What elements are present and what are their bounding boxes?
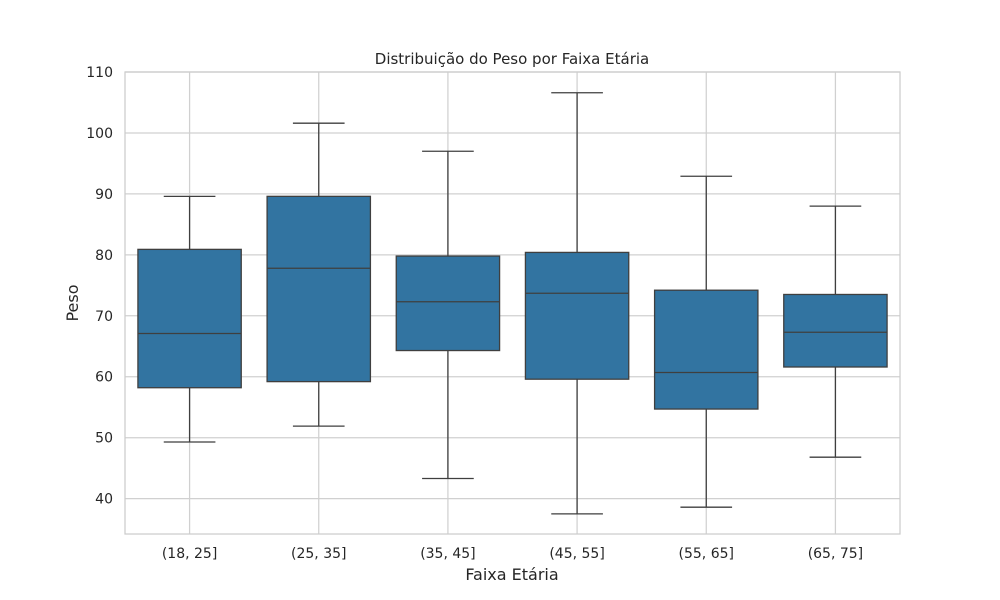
box-iqr [137,248,242,389]
box-group [524,92,630,515]
box-group [783,205,888,458]
box-layer [137,92,888,515]
y-tick-label: 110 [86,65,113,81]
y-tick-label: 70 [95,309,113,325]
y-tick-label: 60 [95,370,113,386]
x-tick-label: (18, 25] [162,546,217,562]
y-tick-label: 90 [95,187,113,203]
x-tick-labels: (18, 25] (25, 35] (35, 45] (45, 55] (55, 65]… [162,546,863,562]
box-iqr [653,289,759,410]
box-group [266,122,372,427]
x-tick-label: (45, 55] [549,546,604,562]
box-group [395,150,501,480]
y-tick-labels: 40 50 60 70 80 90 100 110 [86,65,113,508]
y-axis-title: Peso [63,284,82,321]
x-axis-title: Faixa Etária [465,565,558,584]
box-iqr [783,293,888,368]
plot-frame [124,71,901,535]
x-tick-label: (55, 65] [679,546,734,562]
x-tick-label: (35, 45] [420,546,475,562]
y-tick-label: 40 [95,492,113,508]
x-tick-label: (25, 35] [291,546,346,562]
box-iqr [395,255,501,352]
box-group [137,195,242,443]
x-tick-label: (65, 75] [808,546,863,562]
chart-title: Distribuição do Peso por Faixa Etária [375,50,649,68]
box-group [653,175,759,508]
y-tick-label: 80 [95,248,113,264]
y-tick-label: 100 [86,126,113,142]
box-iqr [524,251,630,380]
box-iqr [266,195,372,383]
y-tick-label: 50 [95,431,113,447]
